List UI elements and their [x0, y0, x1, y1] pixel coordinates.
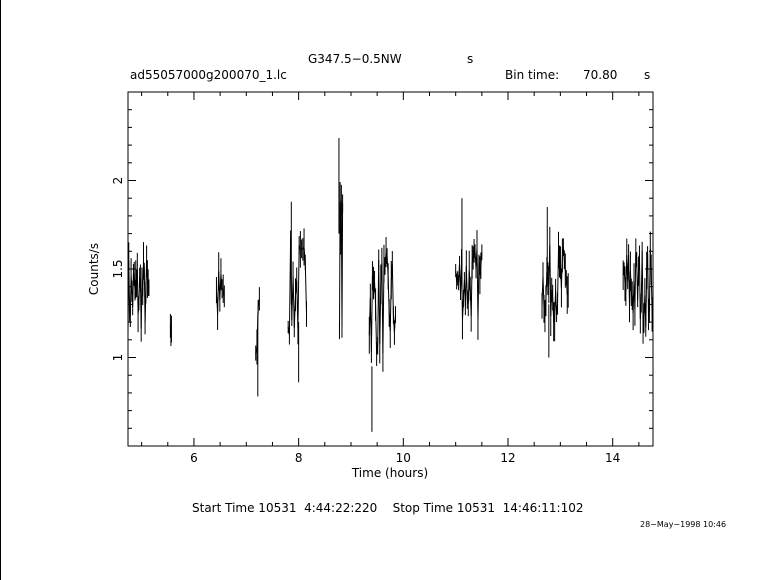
- axis-ticks: [128, 91, 653, 447]
- start-stop-times: Start Time 10531 4:44:22:220 Stop Time 1…: [192, 501, 584, 515]
- y-tick-labels: 11.52: [111, 177, 125, 362]
- date-stamp: 28−May−1998 10:46: [640, 520, 727, 529]
- x-tick-label: 12: [500, 451, 515, 465]
- y-tick-label: 2: [111, 177, 125, 185]
- chart-title: G347.5−0.5NW: [308, 52, 402, 66]
- plot-frame: [127, 91, 654, 447]
- x-tick-label: 8: [295, 451, 303, 465]
- y-tick-label: 1: [111, 354, 125, 362]
- bin-time-value: 70.80: [583, 68, 618, 82]
- x-tick-label: 14: [605, 451, 620, 465]
- bin-time-unit: s: [644, 68, 651, 82]
- x-axis-label: Time (hours): [351, 466, 428, 480]
- title-unit-label: s: [467, 52, 474, 66]
- lightcurve-file-name: ad55057000g200070_1.lc: [130, 68, 287, 82]
- count-rate-series: [127, 138, 654, 432]
- lightcurve-segment: [339, 200, 344, 331]
- x-tick-label: 6: [190, 451, 198, 465]
- x-tick-label: 10: [396, 451, 411, 465]
- y-axis-label: Counts/s: [87, 243, 101, 295]
- x-tick-labels: 6 8 10 12 14: [190, 451, 620, 465]
- bin-time-label: Bin time:: [505, 68, 560, 82]
- window-left-border: [0, 0, 1, 580]
- y-tick-label: 1.5: [111, 259, 125, 278]
- lightcurve-segment: [622, 248, 654, 330]
